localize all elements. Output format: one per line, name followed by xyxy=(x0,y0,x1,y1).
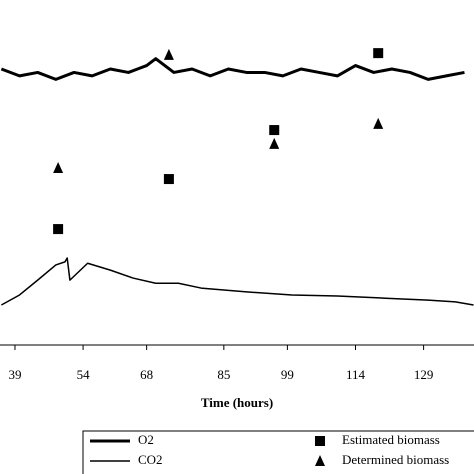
triangle-marker xyxy=(53,162,64,174)
x-tick-label: 129 xyxy=(414,367,434,382)
legend-box xyxy=(82,430,474,474)
x-tick-label: 99 xyxy=(281,367,294,382)
triangle-marker xyxy=(269,137,280,149)
x-tick-label: 114 xyxy=(346,367,366,382)
x-tick-label: 54 xyxy=(77,367,91,382)
legend-marker xyxy=(315,455,325,466)
x-tick-label: 68 xyxy=(140,367,153,382)
legend-label: CO2 xyxy=(138,452,163,467)
triangle-marker xyxy=(373,117,384,129)
square-marker xyxy=(373,48,384,59)
legend-marker xyxy=(315,436,325,446)
legend-label: Determined biomass xyxy=(342,452,449,467)
line xyxy=(0,57,465,81)
x-axis-title: Time (hours) xyxy=(201,395,273,410)
square-marker xyxy=(53,224,64,235)
square-marker xyxy=(163,174,174,185)
legend-label: O2 xyxy=(138,432,154,447)
x-tick-label: 85 xyxy=(217,367,230,382)
line xyxy=(1,257,474,306)
x-tick-label: 39 xyxy=(8,367,21,382)
legend-label: Estimated biomass xyxy=(342,432,440,447)
square-marker xyxy=(269,125,280,136)
triangle-marker xyxy=(163,48,174,60)
